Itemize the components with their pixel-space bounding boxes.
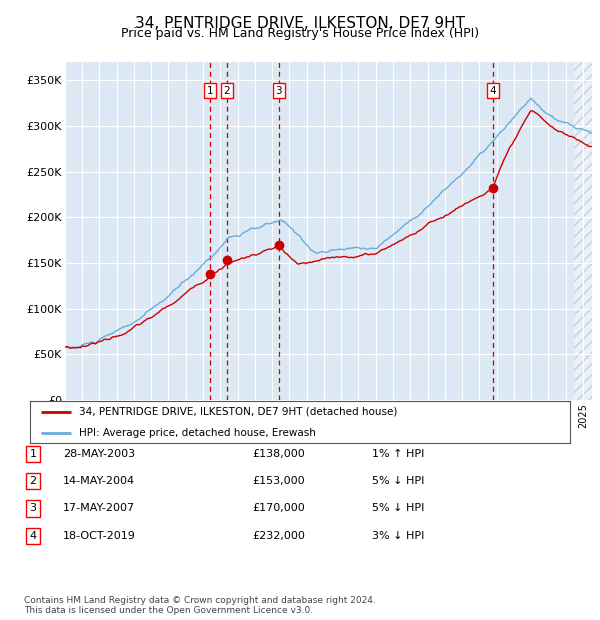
Text: 2: 2: [223, 86, 230, 95]
Text: £232,000: £232,000: [252, 531, 305, 541]
Text: 1: 1: [29, 449, 37, 459]
Text: 4: 4: [29, 531, 37, 541]
Text: Price paid vs. HM Land Registry's House Price Index (HPI): Price paid vs. HM Land Registry's House …: [121, 27, 479, 40]
Text: £138,000: £138,000: [252, 449, 305, 459]
Text: £170,000: £170,000: [252, 503, 305, 513]
Text: £153,000: £153,000: [252, 476, 305, 486]
Text: 3% ↓ HPI: 3% ↓ HPI: [372, 531, 424, 541]
Text: 17-MAY-2007: 17-MAY-2007: [63, 503, 135, 513]
Text: 1: 1: [207, 86, 214, 95]
Text: Contains HM Land Registry data © Crown copyright and database right 2024.
This d: Contains HM Land Registry data © Crown c…: [24, 596, 376, 615]
Text: 3: 3: [275, 86, 282, 95]
Text: 4: 4: [490, 86, 496, 95]
Text: 34, PENTRIDGE DRIVE, ILKESTON, DE7 9HT: 34, PENTRIDGE DRIVE, ILKESTON, DE7 9HT: [135, 16, 465, 30]
Bar: [574, 62, 592, 400]
Text: 18-OCT-2019: 18-OCT-2019: [63, 531, 136, 541]
Text: 5% ↓ HPI: 5% ↓ HPI: [372, 503, 424, 513]
Text: 5% ↓ HPI: 5% ↓ HPI: [372, 476, 424, 486]
Text: 14-MAY-2004: 14-MAY-2004: [63, 476, 135, 486]
Text: HPI: Average price, detached house, Erewash: HPI: Average price, detached house, Erew…: [79, 428, 316, 438]
Text: 28-MAY-2003: 28-MAY-2003: [63, 449, 135, 459]
Text: 3: 3: [29, 503, 37, 513]
Text: 2: 2: [29, 476, 37, 486]
Text: 34, PENTRIDGE DRIVE, ILKESTON, DE7 9HT (detached house): 34, PENTRIDGE DRIVE, ILKESTON, DE7 9HT (…: [79, 407, 397, 417]
Text: 1% ↑ HPI: 1% ↑ HPI: [372, 449, 424, 459]
